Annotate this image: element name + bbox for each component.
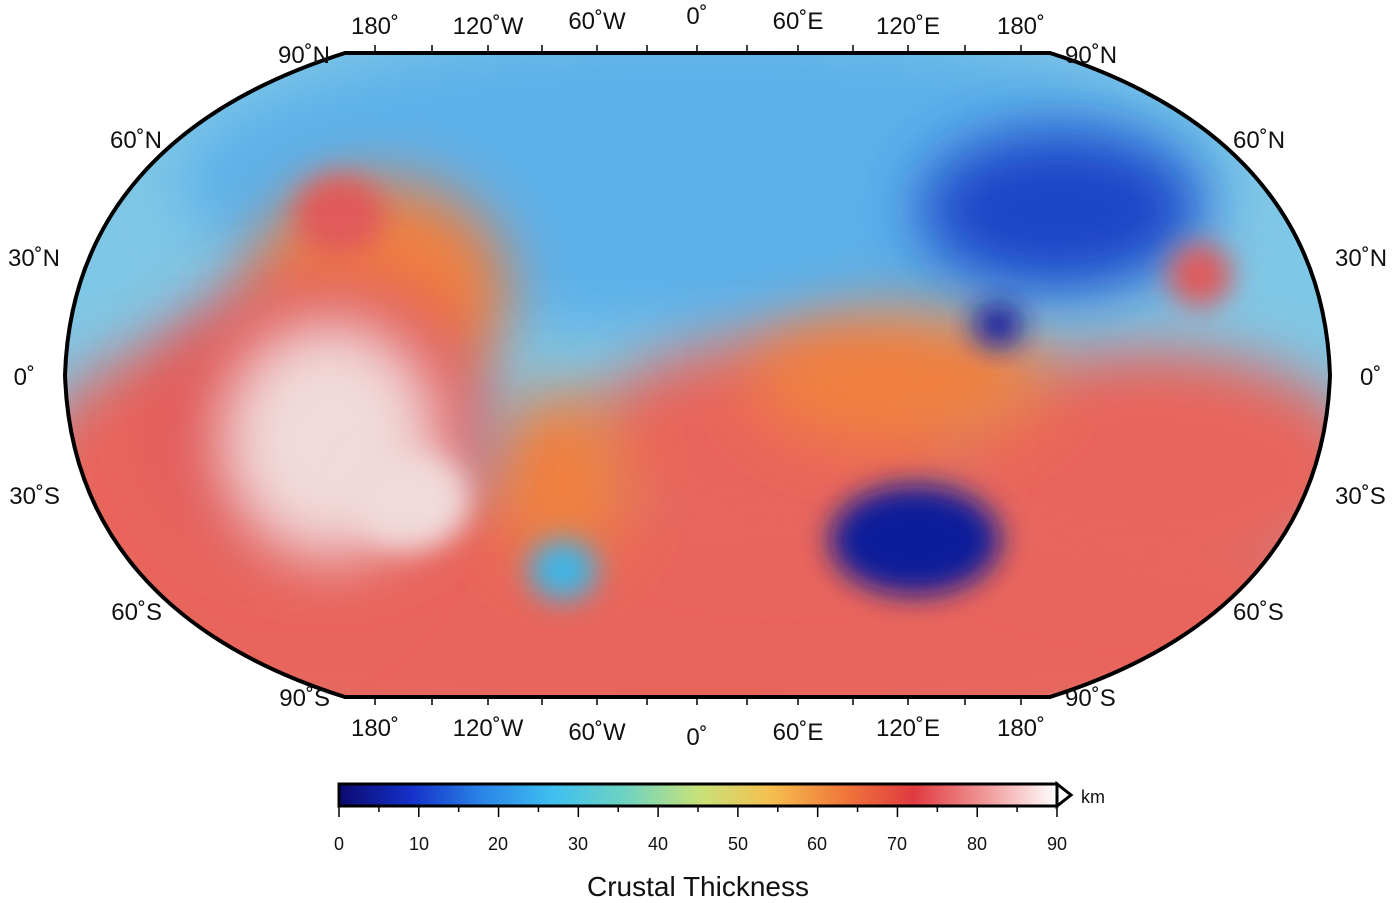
lon-label-bottom: 0˚ bbox=[686, 724, 707, 751]
thickness-region-argyre-basin bbox=[529, 540, 597, 600]
colorbar-tick-label: 0 bbox=[334, 834, 344, 854]
mars-map bbox=[62, 45, 1333, 705]
colorbar-gradient bbox=[337, 782, 1059, 808]
lat-label-left: 90˚S bbox=[279, 685, 330, 712]
thickness-region-olympus-mons bbox=[1168, 243, 1232, 307]
colorbar-tick-label: 20 bbox=[488, 834, 508, 854]
colorbar-tick-label: 80 bbox=[967, 834, 987, 854]
lon-label-bottom: 180˚ bbox=[351, 715, 399, 742]
lon-label-top: 180˚ bbox=[351, 13, 399, 40]
lat-label-left: 0˚ bbox=[14, 364, 35, 391]
latitude-labels-left: 90˚N 60˚N 30˚N 0˚ 30˚S 60˚S 90˚S bbox=[8, 42, 330, 712]
thickness-region-isidis-basin bbox=[974, 303, 1022, 347]
lon-label-top: 180˚ bbox=[997, 13, 1045, 40]
lat-label-left: 90˚N bbox=[278, 42, 330, 69]
thickness-region-olympus-mons bbox=[295, 175, 385, 255]
thickness-region-tharsis bbox=[350, 450, 470, 550]
latitude-labels-right: 90˚N 60˚N 30˚N 0˚ 30˚S 60˚S 90˚S bbox=[1065, 42, 1387, 712]
thickness-region-southern-highlands bbox=[930, 350, 1330, 590]
map-frame-ticks bbox=[374, 45, 1022, 705]
lat-label-right: 30˚N bbox=[1335, 245, 1387, 272]
lat-label-left: 60˚N bbox=[110, 127, 162, 154]
lon-label-bottom: 120˚E bbox=[876, 715, 940, 742]
thickness-region-elysium bbox=[490, 390, 630, 570]
lon-label-bottom: 60˚W bbox=[568, 719, 626, 746]
lon-label-top: 120˚E bbox=[876, 13, 940, 40]
colorbar-tick-label: 60 bbox=[807, 834, 827, 854]
lon-label-top: 60˚E bbox=[773, 8, 824, 35]
lat-label-right: 90˚N bbox=[1065, 42, 1117, 69]
lon-label-top: 120˚W bbox=[453, 13, 524, 40]
lon-label-top: 60˚W bbox=[568, 8, 626, 35]
thickness-regions bbox=[65, 53, 1330, 697]
lon-label-bottom: 120˚W bbox=[453, 715, 524, 742]
colorbar-ticks bbox=[338, 806, 1058, 817]
lat-label-left: 60˚S bbox=[111, 599, 162, 626]
longitude-labels-top: 180˚ 120˚W 60˚W 0˚ 60˚E 120˚E 180˚ bbox=[351, 3, 1045, 40]
lat-label-left: 30˚S bbox=[9, 483, 60, 510]
lon-label-bottom: 60˚E bbox=[773, 719, 824, 746]
thickness-region-hellas-basin bbox=[830, 485, 1000, 595]
longitude-labels-bottom: 180˚ 120˚W 60˚W 0˚ 60˚E 120˚E 180˚ bbox=[351, 715, 1045, 751]
lon-label-bottom: 180˚ bbox=[997, 715, 1045, 742]
colorbar-unit: km bbox=[1081, 787, 1105, 807]
colorbar-tick-label: 50 bbox=[728, 834, 748, 854]
colorbar-title: Crustal Thickness bbox=[587, 871, 809, 902]
colorbar-tick-label: 70 bbox=[887, 834, 907, 854]
lat-label-right: 60˚S bbox=[1233, 599, 1284, 626]
colorbar-tick-label: 30 bbox=[568, 834, 588, 854]
lat-label-right: 30˚S bbox=[1335, 483, 1386, 510]
thickness-region-utopia-basin bbox=[920, 130, 1200, 290]
lat-label-left: 30˚N bbox=[8, 245, 60, 272]
lon-label-top: 0˚ bbox=[686, 3, 707, 30]
colorbar-tick-label: 40 bbox=[648, 834, 668, 854]
colorbar: km 0 10 20 30 40 50 60 70 80 90 Crustal … bbox=[334, 780, 1105, 902]
colorbar-overflow-arrow bbox=[1055, 780, 1074, 810]
lat-label-right: 90˚S bbox=[1065, 685, 1116, 712]
map-boundary bbox=[62, 51, 1333, 699]
lat-label-right: 0˚ bbox=[1360, 364, 1381, 391]
lat-label-right: 60˚N bbox=[1233, 127, 1285, 154]
colorbar-tick-label: 90 bbox=[1047, 834, 1067, 854]
colorbar-tick-label: 10 bbox=[409, 834, 429, 854]
thickness-region-elysium bbox=[750, 310, 1050, 450]
